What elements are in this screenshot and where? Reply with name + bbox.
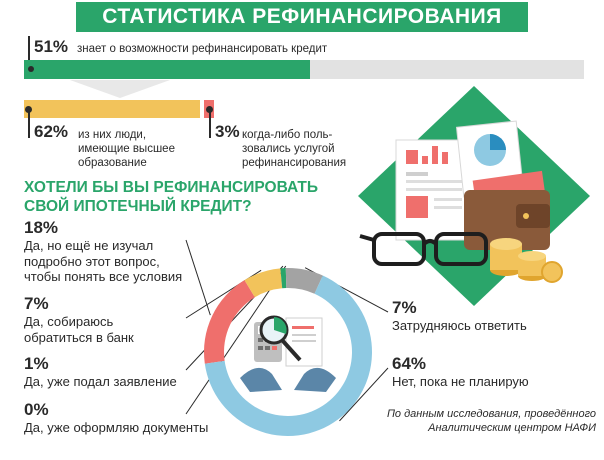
slice-hard-to-say [285, 268, 323, 294]
tick-line [28, 36, 30, 68]
answer-item: 7% Да, собираюсь обратиться в банк [24, 294, 134, 345]
answer-item: 18% Да, но ещё не изучал подробно этот в… [24, 218, 182, 285]
answer-text: Затрудняюсь ответить [392, 318, 527, 333]
awareness-percent: 51% [34, 37, 69, 56]
education-bar [24, 100, 200, 118]
answer-percent: 18% [24, 218, 59, 237]
document-chart-icon [395, 139, 475, 241]
answer-percent: 7% [392, 298, 417, 317]
finance-illustration [358, 86, 590, 306]
answer-text: Да, уже оформляю документы [24, 420, 209, 435]
tick-line [209, 108, 211, 138]
connector-line [339, 367, 389, 422]
tick-dot [28, 66, 34, 72]
answer-text: Нет, пока не планирую [392, 374, 529, 389]
education-percent: 62% [34, 122, 69, 141]
answer-item: 64% Нет, пока не планирую [392, 354, 529, 390]
used-label: когда-либо поль- зовались услугой рефина… [242, 129, 347, 169]
answer-text: Да, но ещё не изучал подробно этот вопро… [24, 238, 183, 284]
hands-icon [240, 367, 336, 392]
document-icon [285, 317, 323, 367]
awareness-bar-track [24, 60, 584, 79]
answer-item: 0% Да, уже оформляю документы [24, 400, 208, 436]
answer-text: Да, собираюсь обратиться в банк [24, 314, 134, 345]
connector-line [185, 239, 211, 316]
slice-going-to-bank [244, 268, 283, 298]
answer-item: 7% Затрудняюсь ответить [392, 298, 527, 334]
wallet-icon [464, 170, 550, 250]
coins-icon [490, 238, 563, 283]
answer-percent: 1% [24, 354, 49, 373]
used-percent: 3% [215, 122, 240, 141]
awareness-label: знает о возможности рефинансировать кред… [77, 43, 328, 55]
answer-text: Да, уже подал заявление [24, 374, 177, 389]
tick-dot [25, 106, 32, 113]
magnifier-icon [259, 315, 302, 362]
slice-thinking [204, 280, 255, 364]
awareness-bar-fill [24, 60, 310, 79]
glasses-icon [359, 232, 488, 266]
answer-percent: 64% [392, 354, 427, 373]
tick-dot [206, 106, 213, 113]
answer-percent: 0% [24, 400, 49, 419]
survey-question: ХОТЕЛИ БЫ ВЫ РЕФИНАНСИРОВАТЬ СВОЙ ИПОТЕЧ… [24, 179, 319, 215]
arrow-down-icon [70, 80, 170, 98]
page-title: СТАТИСТИКА РЕФИНАНСИРОВАНИЯ КРЕДИТОВ [76, 2, 528, 58]
source-note: По данным исследования, проведённого Ана… [386, 408, 596, 434]
answer-percent: 7% [24, 294, 49, 313]
slice-applied [280, 268, 287, 289]
education-label: из них люди, имеющие высшее образование [78, 129, 175, 169]
answer-item: 1% Да, уже подал заявление [24, 354, 177, 390]
tick-line [28, 108, 30, 138]
